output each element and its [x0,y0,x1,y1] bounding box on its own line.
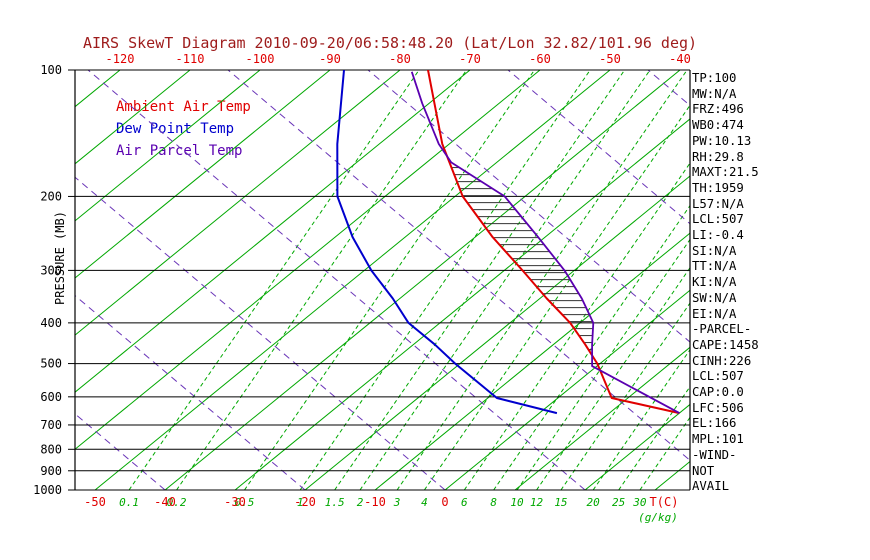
svg-text:PRESSURE (MB): PRESSURE (MB) [53,211,67,305]
stat-line: SI:N/A [692,243,737,258]
stat-line: KI:N/A [692,275,737,290]
svg-text:1.5: 1.5 [325,496,345,509]
svg-text:4: 4 [421,496,428,509]
svg-text:0.1: 0.1 [119,496,139,509]
stat-line: MW:N/A [692,86,737,101]
axis-unit-labels: T(C) (g/kg) [638,495,678,524]
svg-text:900: 900 [40,464,62,478]
stat-line: TP:100 [692,71,737,85]
stat-line: EL:166 [692,416,737,431]
svg-text:-50: -50 [84,495,106,509]
top-temp-axis-labels: -120 -110 -100 -90 -80 -70 -60 -50 -40 [106,52,691,66]
svg-text:30: 30 [632,496,647,509]
pressure-gridlines [68,69,690,491]
stat-line: -PARCEL- [692,322,752,337]
svg-text:700: 700 [40,418,62,432]
parcel-curve [410,71,680,414]
legend: Ambient Air Temp Dew Point Temp Air Parc… [116,96,251,162]
stats-panel: TP:100 MW:N/A FRZ:496 WB0:474 PW:10.13 RH:29.… [692,71,867,495]
svg-text:-40: -40 [154,495,176,509]
svg-text:-60: -60 [529,52,551,66]
svg-text:100: 100 [40,63,62,77]
stat-line: CINH:226 [692,353,752,368]
svg-text:-40: -40 [669,52,691,66]
svg-text:-50: -50 [599,52,621,66]
plot-frame [74,70,691,490]
legend-ambient-temp: Ambient Air Temp [116,99,251,115]
svg-text:500: 500 [40,357,62,371]
svg-text:1: 1 [297,496,304,509]
svg-text:-110: -110 [176,52,205,66]
bottom-temp-axis-labels: -50 -40 -30 -20 -10 0 [84,495,448,509]
svg-text:1000: 1000 [33,483,62,497]
svg-text:20: 20 [587,496,601,509]
stat-line: WB0:474 [692,118,744,133]
svg-text:-20: -20 [294,495,316,509]
svg-text:6: 6 [461,496,468,509]
ambient-temp-curve [427,70,680,415]
svg-text:15: 15 [554,496,567,509]
stat-line: MPL:101 [692,432,744,447]
stat-line: PW:10.13 [692,133,752,148]
svg-text:25: 25 [612,496,625,509]
legend-dew-point: Dew Point Temp [116,121,235,137]
stat-line: LI:-0.4 [692,228,744,243]
legend-air-parcel: Air Parcel Temp [116,143,243,159]
stat-line: LFC:506 [692,400,744,415]
pressure-axis-title: PRESSURE (MB) [53,211,67,305]
svg-text:2: 2 [357,496,364,509]
chart-title: AIRS SkewT Diagram 2010-09-20/06:58:48.2… [82,34,698,52]
svg-text:-80: -80 [389,52,411,66]
stat-line: EI:N/A [692,306,737,321]
svg-text:0: 0 [441,495,448,509]
svg-text:-100: -100 [246,52,275,66]
svg-text:0.2: 0.2 [167,496,187,509]
stat-line: TH:1959 [692,180,744,195]
svg-text:8: 8 [490,496,497,509]
svg-text:600: 600 [40,390,62,404]
dewpoint-curve [336,70,558,415]
temp-unit-label: T(C) [650,495,679,509]
stat-line: FRZ:496 [692,102,744,117]
svg-text:800: 800 [40,442,62,456]
mixing-ratio-lines [128,70,690,490]
stat-line: CAP:0.0 [692,385,744,400]
dry-adiabat-lines [75,70,690,490]
svg-text:-10: -10 [364,495,386,509]
svg-text:12: 12 [530,496,544,509]
gkg-unit-label: (g/kg) [638,511,678,524]
svg-text:3: 3 [393,496,401,509]
svg-text:0.5: 0.5 [235,496,255,509]
pressure-axis-labels: 100 200 300 400 500 600 700 800 900 1000 [33,63,62,497]
svg-text:-30: -30 [224,495,246,509]
svg-text:300: 300 [40,263,62,277]
stat-line: L57:N/A [692,196,744,211]
svg-text:-90: -90 [319,52,341,66]
stat-line: RH:29.8 [692,149,744,164]
mixing-ratio-axis-labels: 0.1 0.2 0.5 1 1.5 2 3 4 6 8 10 12 15 20 25 30 [119,496,647,509]
stat-line: LCL:507 [692,212,744,227]
stat-line: CAPE:1458 [692,337,759,352]
cape-hatch [451,167,593,351]
svg-text:200: 200 [40,189,62,203]
svg-text:400: 400 [40,316,62,330]
svg-text:-120: -120 [106,52,135,66]
svg-text:10: 10 [510,496,524,509]
stat-line: SW:N/A [692,290,737,305]
stat-line: -WIND- [692,447,737,462]
svg-text:-70: -70 [459,52,481,66]
stat-line: NOT [692,463,715,478]
stat-line: MAXT:21.5 [692,165,759,180]
stat-line: AVAIL [692,479,730,494]
stat-line: TT:N/A [692,259,737,274]
stat-line: LCL:507 [692,369,744,384]
